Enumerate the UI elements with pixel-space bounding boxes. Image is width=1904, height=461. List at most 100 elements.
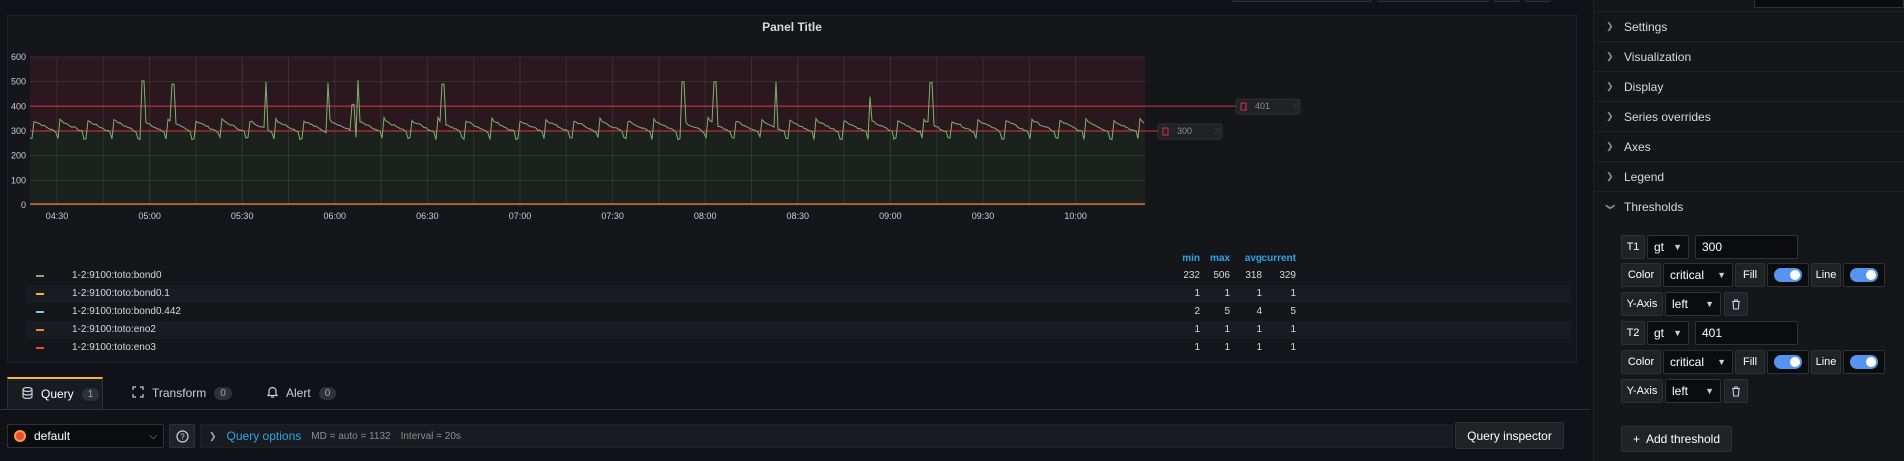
query-options-label[interactable]: Query options	[226, 429, 302, 443]
threshold-2-fill-label: Fill	[1735, 350, 1765, 374]
x-tick-label: 09:00	[879, 211, 902, 221]
threshold-2-fill-toggle[interactable]	[1767, 350, 1809, 374]
section-label: Display	[1624, 79, 1664, 94]
query-options-interval: Interval = 20s	[400, 430, 461, 442]
x-tick-label: 08:30	[787, 211, 810, 221]
threshold-2-line-label: Line	[1811, 350, 1841, 374]
options-section-display[interactable]: ❯ Display	[1594, 71, 1904, 101]
options-section-series-overrides[interactable]: ❯ Series overrides	[1594, 101, 1904, 131]
tab-alert[interactable]: Alert 0	[253, 377, 350, 409]
section-label: Series overrides	[1624, 109, 1711, 124]
legend-row[interactable]: 1-2:9100:toto:bond0 232 506 318 329	[26, 267, 1571, 285]
threshold-2-color-select[interactable]: critical ▼	[1663, 350, 1733, 374]
chevron-right-icon: ❯	[1606, 111, 1614, 121]
threshold-2-delete-button[interactable]	[1724, 379, 1748, 403]
x-axis: 04:30 05:00 05:30 06:00 06:30 07:00 07:30 08:00…	[46, 211, 1087, 221]
tab-query[interactable]: Query 1	[7, 377, 103, 409]
legend-row[interactable]: 1-2:9100:toto:eno2 1 1 1 1	[26, 321, 1571, 339]
section-label: Settings	[1624, 19, 1668, 34]
section-label: Visualization	[1624, 49, 1692, 64]
query-options-bar[interactable]: ❯ Query options MD = auto = 1132 Interva…	[200, 424, 1453, 448]
threshold-1-color: critical	[1670, 268, 1705, 282]
x-tick-label: 06:00	[324, 211, 347, 221]
threshold-2-yaxis-label: Y-Axis	[1621, 379, 1663, 403]
caret-down-icon: ▼	[1717, 270, 1726, 280]
legend-row[interactable]: 1-2:9100:toto:bond0.442 2 5 4 5	[26, 303, 1571, 321]
threshold-2-color: critical	[1670, 355, 1705, 369]
legend-row[interactable]: 1-2:9100:toto:eno3 1 1 1 1	[26, 339, 1571, 357]
threshold-1-yaxis: left	[1672, 297, 1689, 311]
legend-row[interactable]: 1-2:9100:toto:bond0.1 1 1 1 1	[26, 285, 1571, 303]
options-search[interactable]	[1754, 0, 1904, 8]
legend-swatch[interactable]	[36, 347, 44, 349]
database-icon	[22, 386, 33, 402]
help-button[interactable]: ?	[169, 424, 195, 448]
legend-series-name[interactable]: 1-2:9100:toto:eno3	[72, 342, 156, 353]
threshold-2-label: T2	[1621, 321, 1645, 345]
legend-swatch[interactable]	[36, 293, 44, 295]
threshold-1-op: gt	[1654, 240, 1665, 254]
legend-current: 1	[1290, 288, 1296, 299]
legend-avg: 1	[1256, 342, 1262, 353]
tab-count: 1	[81, 387, 100, 401]
graph-chart[interactable]: 600 500 400 300 200 100 0 04:30 05:00 05:30 06:00…	[8, 44, 1578, 266]
panel-title[interactable]: Panel Title	[762, 20, 822, 34]
section-label: Legend	[1624, 169, 1665, 184]
options-section-settings[interactable]: ❯ Settings	[1594, 11, 1904, 41]
legend-swatch[interactable]	[36, 329, 44, 331]
legend-header-max[interactable]: max	[1209, 253, 1230, 264]
tab-transform[interactable]: Transform 0	[118, 377, 246, 409]
legend-current: 329	[1279, 270, 1296, 281]
tabs-divider	[0, 409, 1590, 410]
legend-series-name[interactable]: 1-2:9100:toto:eno2	[72, 324, 156, 335]
drag-handle-icon: ⁙	[1214, 126, 1222, 136]
threshold-1-color-select[interactable]: critical ▼	[1663, 263, 1733, 287]
threshold-1-delete-button[interactable]	[1724, 292, 1748, 316]
caret-down-icon: ▼	[1705, 386, 1714, 396]
threshold-2-line-toggle[interactable]	[1843, 350, 1885, 374]
legend-series-name[interactable]: 1-2:9100:toto:bond0.442	[72, 306, 181, 317]
y-tick-label: 0	[21, 200, 26, 210]
options-section-legend[interactable]: ❯ Legend	[1594, 161, 1904, 191]
options-section-axes[interactable]: ❯ Axes	[1594, 131, 1904, 161]
threshold-handle[interactable]: 300 ⁙	[1157, 123, 1223, 140]
threshold-1-op-select[interactable]: gt ▼	[1647, 235, 1689, 259]
x-tick-label: 10:00	[1064, 211, 1087, 221]
query-row: default ⌵ ? ❯ Query options MD = auto = …	[0, 410, 1590, 461]
tab-label: Transform	[152, 386, 207, 400]
y-tick-label: 500	[11, 77, 26, 87]
threshold-2-value-input[interactable]: 401	[1695, 321, 1798, 345]
options-section-visualization[interactable]: ❯ Visualization	[1594, 41, 1904, 71]
threshold-2-yaxis-select[interactable]: left ▼	[1665, 379, 1721, 403]
legend-header-current[interactable]: current	[1261, 253, 1296, 264]
x-tick-label: 05:30	[231, 211, 254, 221]
legend-series-name[interactable]: 1-2:9100:toto:bond0	[72, 270, 162, 281]
threshold-1-value-input[interactable]: 300	[1695, 235, 1798, 259]
legend-header-avg[interactable]: avg	[1244, 253, 1262, 264]
chevron-right-icon: ❯	[1606, 81, 1614, 91]
query-inspector-button[interactable]: Query inspector	[1455, 422, 1564, 449]
caret-down-icon: ▼	[1673, 242, 1682, 252]
threshold-handle-value: 300	[1177, 126, 1192, 136]
chevron-right-icon: ❯	[1606, 141, 1614, 151]
threshold-handle[interactable]: 401 ⁙	[1235, 98, 1301, 115]
legend-series-name[interactable]: 1-2:9100:toto:bond0.1	[72, 288, 170, 299]
add-threshold-button[interactable]: + Add threshold	[1621, 426, 1732, 452]
chevron-right-icon: ❯	[209, 430, 217, 441]
top-toolbar-button[interactable]	[1494, 0, 1520, 2]
legend-swatch[interactable]	[36, 275, 44, 277]
legend-avg: 1	[1256, 288, 1262, 299]
top-toolbar-button[interactable]	[1525, 0, 1551, 2]
legend-avg: 318	[1245, 270, 1262, 281]
threshold-1-fill-toggle[interactable]	[1767, 263, 1809, 287]
legend-swatch[interactable]	[36, 311, 44, 313]
threshold-1-yaxis-select[interactable]: left ▼	[1665, 292, 1721, 316]
query-options-md: MD = auto = 1132	[311, 430, 391, 442]
options-section-thresholds[interactable]: ❮ Thresholds	[1594, 191, 1904, 221]
legend-header-min[interactable]: min	[1182, 253, 1200, 264]
threshold-1-line-toggle[interactable]	[1843, 263, 1885, 287]
top-toolbar-button[interactable]	[1232, 0, 1372, 2]
datasource-select[interactable]: default ⌵	[7, 424, 164, 448]
top-toolbar-button[interactable]	[1377, 0, 1489, 2]
threshold-2-op-select[interactable]: gt ▼	[1647, 321, 1689, 345]
